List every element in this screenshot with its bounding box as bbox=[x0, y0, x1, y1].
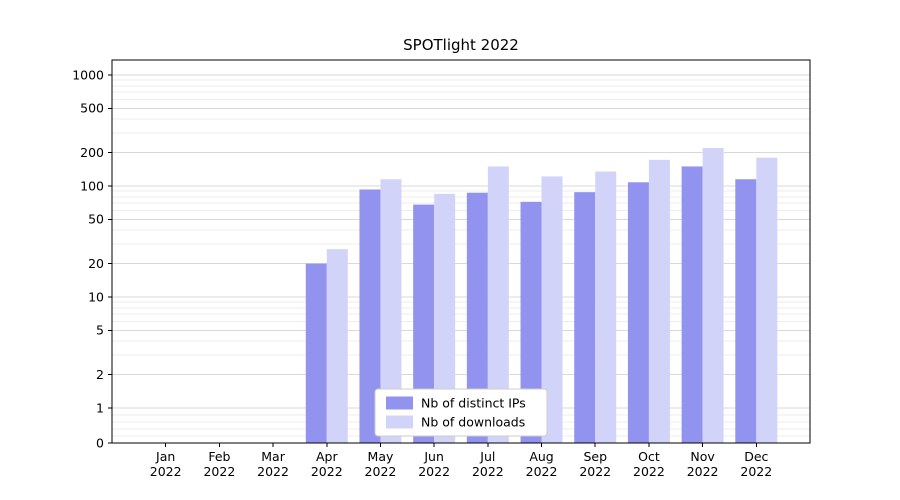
y-tick-label: 200 bbox=[80, 145, 104, 160]
y-tick-label: 10 bbox=[88, 289, 104, 304]
y-tick-label: 2 bbox=[96, 367, 104, 382]
bar bbox=[756, 157, 778, 444]
x-tick-label: Dec 2022 bbox=[740, 449, 772, 479]
x-axis: Jan 2022 Feb 2022 Mar 2022 Apr 2022 May 2022 Jun 20… bbox=[150, 443, 772, 479]
y-tick-label: 100 bbox=[80, 178, 104, 193]
x-tick-label: Apr 2022 bbox=[311, 449, 343, 479]
y-tick-label: 50 bbox=[88, 212, 104, 227]
x-tick-label: Nov 2022 bbox=[687, 449, 719, 479]
bar bbox=[520, 201, 542, 443]
x-tick-label: Oct 2022 bbox=[633, 449, 665, 479]
bar bbox=[735, 179, 757, 443]
bar bbox=[574, 192, 596, 443]
y-tick-label: 1 bbox=[96, 400, 104, 415]
x-tick-label: Feb 2022 bbox=[203, 449, 235, 479]
x-tick-label: Aug 2022 bbox=[526, 449, 558, 479]
legend-label: Nb of downloads bbox=[421, 415, 525, 430]
legend-box bbox=[374, 388, 548, 437]
x-tick-label: May 2022 bbox=[365, 449, 397, 479]
bar bbox=[305, 263, 327, 443]
chart-title: SPOTlight 2022 bbox=[403, 36, 519, 54]
bar bbox=[595, 171, 617, 443]
bar-series bbox=[305, 147, 778, 444]
plot-border bbox=[111, 59, 811, 444]
bar bbox=[466, 192, 488, 443]
legend: Nb of distinct IPs Nb of downloads bbox=[374, 388, 548, 437]
bar bbox=[434, 193, 456, 443]
x-tick-label: Jun 2022 bbox=[418, 449, 450, 479]
bar bbox=[702, 147, 724, 443]
legend-swatch bbox=[386, 396, 413, 410]
x-tick-label: Sep 2022 bbox=[579, 449, 611, 479]
x-tick-label: Mar 2022 bbox=[257, 449, 289, 479]
legend-swatch bbox=[386, 415, 413, 429]
bar bbox=[681, 166, 703, 444]
bar bbox=[487, 166, 509, 444]
y-tick-label: 5 bbox=[96, 323, 104, 338]
x-tick-label: Jan 2022 bbox=[150, 449, 182, 479]
bar bbox=[648, 159, 670, 444]
bar bbox=[541, 176, 563, 443]
y-tick-label: 0 bbox=[96, 435, 104, 450]
y-tick-label: 500 bbox=[80, 101, 104, 116]
legend-label: Nb of distinct IPs bbox=[421, 396, 526, 411]
y-tick-label: 20 bbox=[88, 256, 104, 271]
bar bbox=[326, 249, 348, 443]
bar bbox=[380, 179, 402, 443]
y-axis: 0 1 2 5 10 20 50 100 200 500 1000 bbox=[72, 67, 112, 450]
bar bbox=[359, 189, 381, 443]
bar bbox=[627, 182, 649, 443]
y-tick-label: 1000 bbox=[72, 67, 104, 82]
bar bbox=[413, 204, 435, 443]
x-tick-label: Jul 2022 bbox=[472, 449, 504, 479]
